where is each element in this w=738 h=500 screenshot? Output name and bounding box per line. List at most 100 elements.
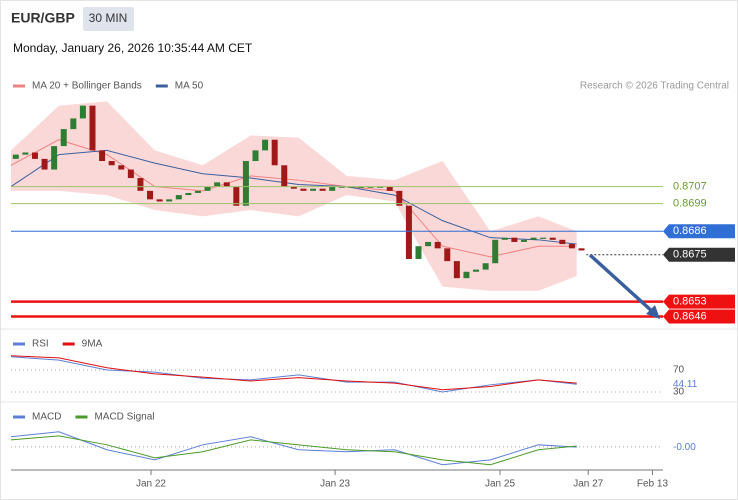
candle	[185, 192, 192, 196]
level-label: 0.8707	[673, 180, 707, 192]
candle	[425, 241, 432, 247]
credit: Research © 2026 Trading Central	[580, 81, 729, 92]
candle	[549, 237, 556, 240]
candle	[568, 244, 575, 249]
level-label-box	[663, 224, 735, 239]
indicator-line	[10, 431, 577, 466]
x-tick-label: Jan 23	[320, 479, 350, 490]
candle	[194, 190, 201, 193]
candle	[492, 239, 499, 264]
last-value-label: -0.00	[673, 442, 696, 453]
candle	[156, 199, 163, 202]
x-tick-label: Jan 27	[573, 479, 603, 490]
legend-label: MACD	[32, 412, 61, 423]
candle	[262, 139, 269, 151]
candle	[415, 246, 422, 259]
x-tick-label: Feb 13	[637, 479, 669, 490]
candle	[108, 161, 115, 166]
candle	[357, 186, 364, 188]
legend-label: RSI	[32, 339, 49, 350]
timeframe-box[interactable]	[83, 7, 134, 31]
candle	[463, 271, 470, 279]
candle	[530, 237, 537, 240]
candle	[12, 154, 19, 159]
legend-label: MACD Signal	[94, 412, 154, 423]
indicator-line	[10, 356, 577, 393]
candle	[127, 169, 134, 179]
candle	[70, 118, 77, 130]
arrow-head	[646, 305, 660, 319]
level-label-box	[663, 294, 735, 309]
candle	[520, 239, 527, 242]
candle	[271, 139, 278, 166]
x-tick-label: Jan 22	[136, 479, 166, 490]
level-label: 0.8675	[673, 249, 707, 261]
level-label: 0.8653	[673, 295, 707, 307]
ma-line	[10, 149, 577, 245]
candle	[137, 178, 144, 191]
candle	[242, 161, 249, 206]
legend-label: MA 50	[175, 81, 204, 92]
candle	[290, 186, 297, 189]
candle	[434, 241, 441, 249]
legend-label: MA 20 + Bollinger Bands	[32, 81, 142, 92]
candle	[166, 199, 173, 202]
y-tick-label: 30	[673, 387, 685, 398]
candle	[319, 188, 326, 191]
level-label: 0.8699	[673, 198, 707, 210]
datetime: Monday, January 26, 2026 10:35:44 AM CET	[13, 41, 253, 55]
candle	[367, 186, 374, 188]
last-value-label: 44.11	[673, 379, 698, 390]
candle	[329, 186, 336, 191]
candle	[223, 182, 230, 187]
candle	[233, 186, 240, 206]
candle	[501, 237, 508, 240]
y-tick-label: 70	[673, 365, 685, 376]
candle	[99, 150, 106, 162]
candle	[453, 261, 460, 279]
candle	[396, 190, 403, 206]
candle	[444, 248, 451, 262]
symbol: EUR/GBP	[11, 10, 75, 26]
ma-line	[10, 139, 577, 258]
candle	[51, 146, 58, 170]
indicator-line	[10, 355, 577, 391]
candle	[281, 165, 288, 187]
candle	[60, 129, 67, 147]
candle	[540, 237, 547, 239]
candle	[300, 188, 307, 191]
candle	[204, 186, 211, 191]
candle	[89, 105, 96, 151]
candle	[578, 248, 585, 251]
candle	[405, 205, 412, 259]
legend-label: 9MA	[82, 339, 103, 350]
level-label: 0.8686	[673, 225, 707, 237]
level-label-box	[663, 309, 735, 324]
candle	[348, 186, 355, 188]
candle	[79, 105, 86, 119]
candle	[175, 195, 182, 200]
candle	[338, 186, 345, 188]
timeframe[interactable]: 30 MIN	[89, 11, 128, 25]
candle	[377, 186, 384, 188]
candle	[31, 152, 38, 159]
candle	[252, 150, 259, 162]
candle	[22, 152, 29, 155]
level-label: 0.8646	[673, 310, 707, 322]
candle	[511, 237, 518, 242]
candle	[118, 165, 125, 170]
candle	[559, 239, 566, 245]
x-tick-label: Jan 25	[485, 479, 515, 490]
candle	[147, 190, 154, 200]
candle	[482, 263, 489, 270]
arrow	[588, 253, 656, 315]
candle	[386, 186, 393, 191]
candle	[473, 269, 480, 272]
indicator-line	[10, 435, 577, 466]
candle	[214, 182, 221, 187]
candle	[310, 188, 317, 191]
level-label-box	[663, 247, 735, 262]
candle	[41, 158, 48, 170]
